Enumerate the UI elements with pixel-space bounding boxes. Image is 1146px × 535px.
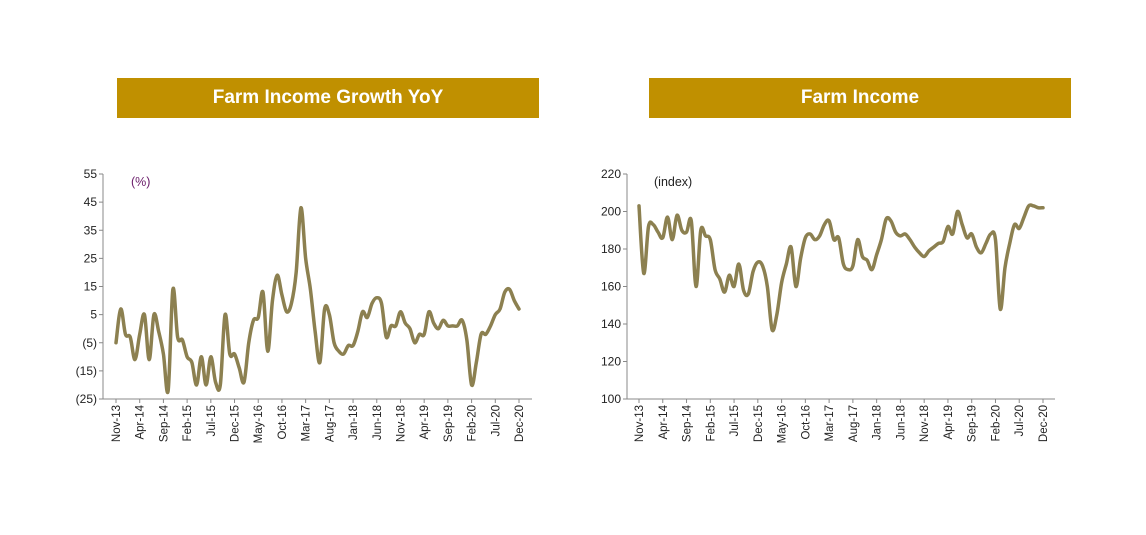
x-tick-label: Aug-17 [324, 405, 336, 442]
x-tick-label: Aug-17 [848, 405, 860, 442]
x-tick-label: Apr-14 [135, 404, 147, 439]
x-tick-label: Nov-18 [395, 405, 407, 442]
series-line [637, 203, 1045, 333]
chart-title-income: Farm Income [649, 78, 1071, 118]
x-tick-label: Dec-20 [1038, 405, 1050, 442]
x-tick-label: Sep-19 [967, 405, 979, 442]
y-tick-label: 180 [601, 242, 621, 256]
y-tick-label: 140 [601, 317, 621, 331]
x-tick-label: Dec-20 [514, 405, 526, 442]
x-tick-label: Jul-20 [1014, 405, 1026, 436]
x-tick-label: Mar-17 [301, 405, 313, 441]
x-tick-label: May-16 [777, 405, 789, 443]
y-tick-label: 25 [84, 251, 98, 265]
x-tick-label: Dec-15 [753, 405, 765, 442]
x-tick-label: Feb-20 [467, 405, 479, 441]
x-tick-label: Feb-15 [705, 405, 717, 441]
x-tick-label: Nov-13 [634, 405, 646, 442]
x-tick-label: Nov-13 [111, 405, 123, 442]
y-tick-label: (25) [76, 392, 97, 406]
x-tick-label: Dec-15 [230, 405, 242, 442]
x-tick-label: Jun-18 [372, 405, 384, 440]
x-tick-label: Apr-14 [658, 404, 670, 439]
x-tick-label: Jul-15 [206, 405, 218, 436]
x-tick-label: Oct-16 [277, 405, 289, 440]
y-tick-label: 15 [84, 280, 98, 294]
x-tick-label: Oct-16 [800, 405, 812, 440]
x-tick-label: May-16 [253, 405, 265, 443]
x-tick-label: Feb-15 [182, 405, 194, 441]
chart-title-growth: Farm Income Growth YoY [117, 78, 539, 118]
y-tick-label: 120 [601, 355, 621, 369]
x-tick-label: Mar-17 [824, 405, 836, 441]
y-tick-label: 5 [90, 308, 97, 322]
y-tick-label: 220 [601, 167, 621, 181]
series-line [114, 205, 521, 395]
x-tick-label: Jan-18 [348, 405, 360, 440]
y-tick-label: 160 [601, 280, 621, 294]
y-tick-label: (5) [82, 336, 97, 350]
y-tick-label: 200 [601, 205, 621, 219]
unit-label: (%) [131, 175, 150, 189]
x-tick-label: Feb-20 [990, 405, 1002, 441]
y-tick-label: 35 [84, 223, 98, 237]
unit-label: (index) [654, 175, 692, 189]
y-tick-label: (15) [76, 364, 97, 378]
x-tick-label: Sep-19 [443, 405, 455, 442]
x-tick-label: Sep-14 [682, 404, 694, 442]
x-tick-label: Jan-18 [872, 405, 884, 440]
x-tick-label: Jun-18 [895, 405, 907, 440]
x-tick-label: Sep-14 [158, 404, 170, 442]
x-tick-label: Nov-18 [919, 405, 931, 442]
y-tick-label: 55 [84, 167, 98, 181]
x-tick-label: Jul-20 [490, 405, 502, 436]
x-tick-label: Apr-19 [419, 405, 431, 440]
y-tick-label: 100 [601, 392, 621, 406]
y-tick-label: 45 [84, 195, 98, 209]
x-tick-label: Apr-19 [943, 405, 955, 440]
x-tick-label: Jul-15 [729, 405, 741, 436]
